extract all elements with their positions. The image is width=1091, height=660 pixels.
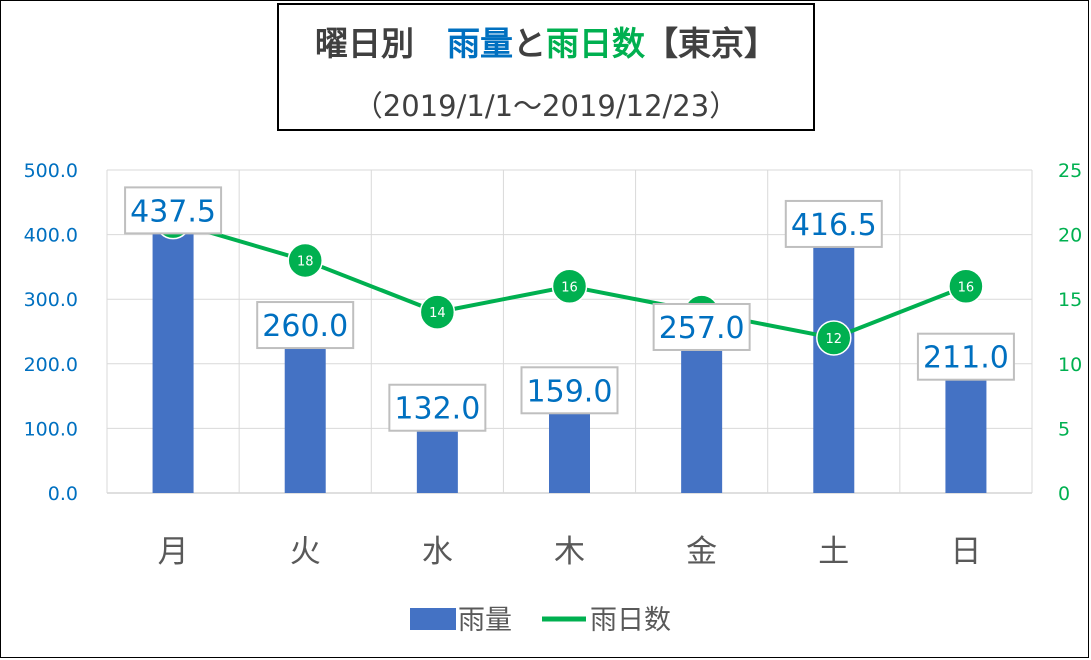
rain-days-marker — [287, 242, 323, 279]
left-axis-tick-label: 500.0 — [24, 160, 78, 182]
rain-data-label-box — [652, 302, 751, 351]
title-rain: 雨量 — [447, 24, 513, 63]
category-label: 金 — [686, 534, 717, 570]
left-axis-tick-label: 100.0 — [24, 418, 78, 440]
rain-days-marker — [551, 268, 588, 305]
rain-bar — [284, 325, 326, 493]
title-days: 雨日数 — [546, 24, 645, 63]
rain-bar — [152, 210, 194, 493]
rain-days-label: 18 — [297, 254, 314, 269]
category-label: 木 — [554, 534, 585, 570]
rain-data-label-box — [124, 186, 223, 235]
rain-days-label: 16 — [561, 280, 578, 295]
right-axis-tick-label: 5 — [1058, 418, 1070, 440]
title-location: 【東京】 — [645, 24, 777, 63]
rain-days-label: 16 — [958, 280, 975, 295]
axes-layer: 0.0 100.0 200.0 300.0 400.0 500.0 0 5 10 15 20 25 月 火… — [24, 160, 1083, 570]
category-label: 土 — [818, 534, 849, 570]
rain-days-marker — [948, 268, 984, 305]
rain-data-label: 257.0 — [659, 311, 745, 346]
right-axis-tick-label: 15 — [1058, 289, 1082, 311]
rain-data-label-box — [388, 383, 487, 432]
chart-subtitle: （2019/1/1～2019/12/23） — [353, 89, 739, 123]
rain-data-label-box — [520, 366, 619, 415]
right-axis-tick-label: 0 — [1058, 483, 1070, 505]
left-axis-tick-label: 200.0 — [24, 354, 78, 376]
rain-bar — [813, 223, 855, 494]
chart-title: 曜日別 雨量と雨日数【東京】 — [279, 17, 813, 65]
rain-data-label-box — [916, 332, 1015, 381]
category-label: 火 — [290, 534, 321, 570]
rain-days-label: 14 — [429, 306, 446, 321]
rain-data-label-box — [784, 199, 883, 248]
rain-data-label: 437.5 — [130, 194, 216, 229]
title-prefix: 曜日別 — [315, 24, 447, 63]
right-axis-tick-label: 25 — [1058, 160, 1082, 182]
category-label: 日 — [950, 534, 981, 570]
chart-title-box: 曜日別 雨量と雨日数【東京】 （2019/1/1～2019/12/23） — [277, 3, 815, 131]
category-label: 水 — [422, 534, 453, 570]
rain-data-label-box — [256, 301, 355, 350]
right-axis-tick-label: 20 — [1058, 225, 1082, 247]
rain-days-marker — [419, 294, 456, 330]
legend-layer: 雨量 雨日数 — [410, 605, 671, 636]
rain-data-label: 260.0 — [262, 309, 348, 344]
rain-data-label: 211.0 — [923, 341, 1009, 376]
title-and: と — [513, 24, 546, 63]
legend-rain-swatch — [410, 608, 456, 630]
right-axis-tick-label: 10 — [1058, 354, 1082, 376]
rain-bar — [681, 326, 723, 493]
rain-data-label: 416.5 — [791, 208, 877, 243]
category-label: 月 — [158, 534, 189, 570]
left-axis-tick-label: 300.0 — [24, 289, 78, 311]
legend-days-label: 雨日数 — [590, 605, 671, 636]
rain-days-label: 12 — [826, 332, 843, 347]
rain-data-label: 159.0 — [527, 374, 613, 409]
rain-data-label: 132.0 — [394, 392, 480, 427]
left-axis-tick-label: 400.0 — [24, 225, 78, 247]
rain-days-marker — [816, 320, 852, 356]
labels-layer: 437.5 260.0 132.0 159.0 257.0 416.5 211.0 — [124, 186, 1015, 432]
legend-rain-label: 雨量 — [458, 605, 512, 636]
left-axis-tick-label: 0.0 — [48, 483, 78, 505]
